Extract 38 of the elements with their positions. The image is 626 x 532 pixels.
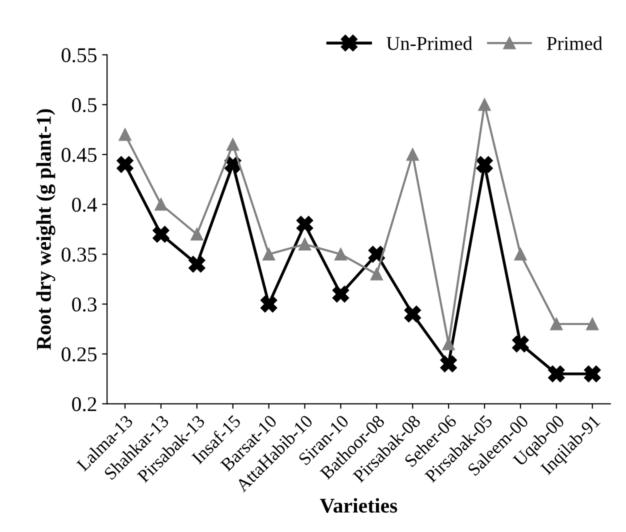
point bbox=[332, 286, 350, 302]
point bbox=[260, 296, 278, 312]
point bbox=[262, 248, 276, 260]
point bbox=[298, 238, 312, 250]
point bbox=[188, 256, 206, 273]
point bbox=[370, 268, 383, 280]
point bbox=[442, 338, 455, 350]
legend-label: Un-Primed bbox=[386, 36, 472, 50]
point bbox=[584, 366, 601, 382]
point bbox=[512, 336, 529, 352]
point bbox=[226, 138, 240, 151]
point bbox=[586, 318, 599, 330]
point bbox=[406, 148, 419, 161]
y-tick-label: 0.5 bbox=[72, 98, 97, 112]
y-tick-label: 0.45 bbox=[62, 148, 97, 162]
point bbox=[116, 156, 134, 173]
y-tick-label: 0.3 bbox=[72, 297, 97, 312]
point bbox=[334, 248, 347, 260]
point bbox=[440, 356, 457, 372]
point bbox=[404, 306, 421, 322]
legend-label: Primed bbox=[546, 36, 602, 50]
point bbox=[152, 226, 170, 243]
y-tick-label: 0.2 bbox=[72, 397, 96, 412]
point bbox=[550, 318, 563, 330]
x-axis-title: Varieties bbox=[320, 498, 398, 513]
y-tick-label: 0.35 bbox=[62, 248, 97, 262]
point bbox=[190, 228, 204, 241]
point bbox=[514, 248, 527, 260]
y-axis-title: Root dry weight (g plant-1) bbox=[36, 109, 56, 350]
y-tick-label: 0.4 bbox=[72, 198, 97, 212]
point bbox=[476, 156, 493, 173]
y-tick-label: 0.55 bbox=[62, 48, 97, 62]
point bbox=[548, 366, 565, 382]
point bbox=[154, 198, 168, 211]
point bbox=[118, 128, 132, 141]
point bbox=[478, 98, 491, 111]
y-tick-label: 0.25 bbox=[62, 347, 97, 362]
point bbox=[296, 216, 314, 233]
